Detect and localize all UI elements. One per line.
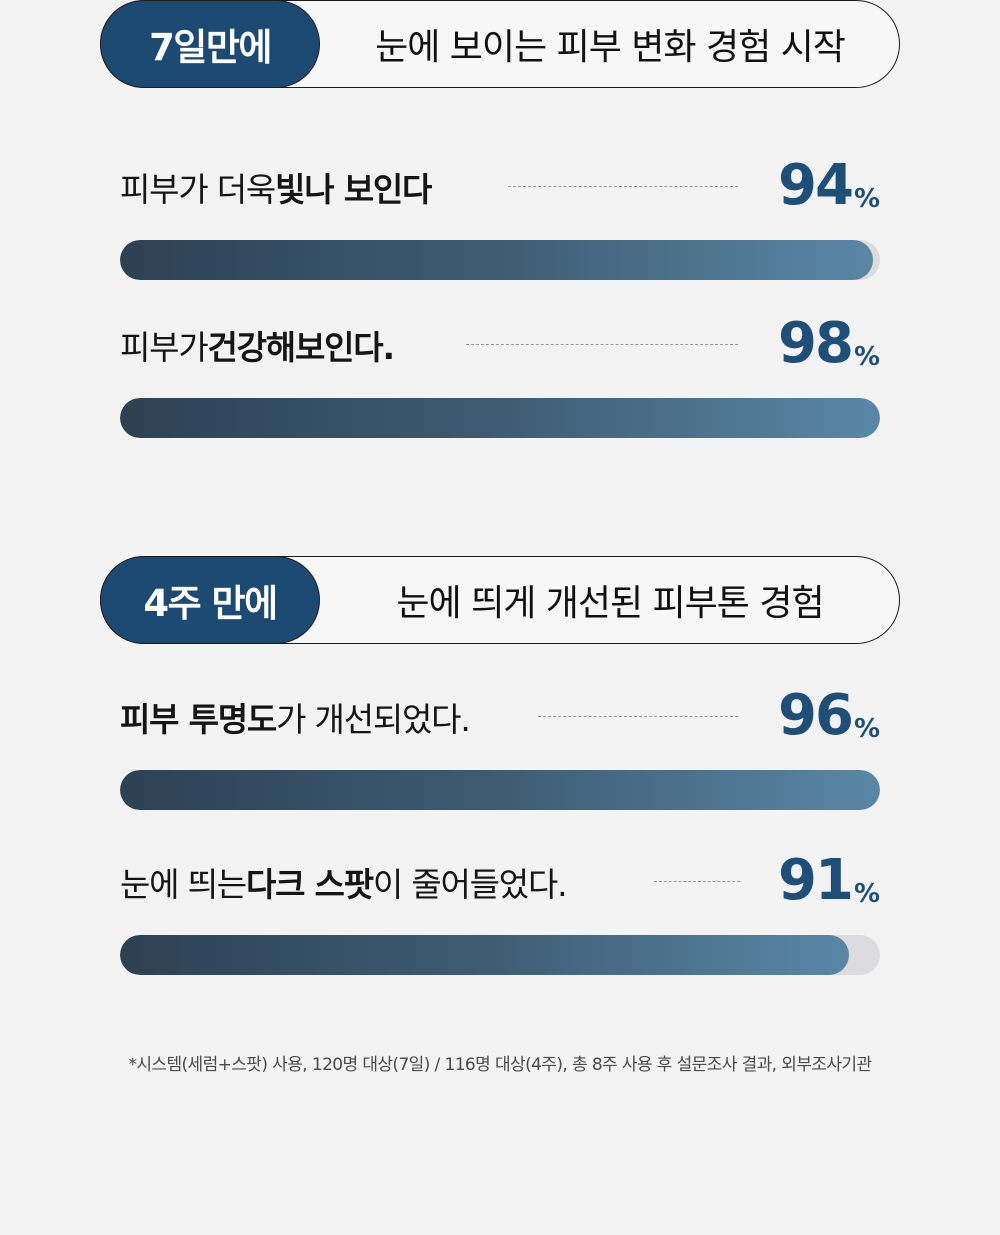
stat-label: 피부가 건강해보인다.: [120, 328, 395, 367]
survey-footnote: *시스템(세럼+스팟) 사용, 120명 대상(7일) / 116명 대상(4주…: [128, 1055, 872, 1075]
progress-bar: [120, 398, 880, 438]
stat-value: 94%: [778, 153, 880, 218]
stat-item: 피부가 더욱 빛나 보인다 94%: [120, 158, 880, 280]
dotted-leader: [654, 881, 740, 882]
stat-value: 96%: [778, 683, 880, 748]
stat-item: 눈에 띄는 다크 스팟 이 줄어들었다. 91%: [120, 853, 880, 975]
stat-item: 피부가 건강해보인다. 98%: [120, 316, 880, 438]
section-headline: 눈에 보이는 피부 변화 경험 시작: [375, 27, 846, 68]
stat-item: 피부 투명도 가 개선되었다. 96%: [120, 688, 880, 810]
progress-fill: [120, 770, 880, 810]
progress-bar: [120, 240, 880, 280]
section-headline: 눈에 띄게 개선된 피부톤 경험: [396, 583, 824, 624]
dotted-leader: [466, 344, 738, 345]
section-1-header: 7일만에 눈에 보이는 피부 변화 경험 시작: [100, 0, 900, 88]
stat-label: 피부가 더욱 빛나 보인다: [120, 170, 432, 209]
stat-value: 98%: [778, 311, 880, 376]
progress-fill: [120, 935, 849, 975]
stat-label: 눈에 띄는 다크 스팟 이 줄어들었다.: [120, 865, 568, 904]
progress-bar: [120, 770, 880, 810]
progress-bar: [120, 935, 880, 975]
progress-fill: [120, 398, 880, 438]
stat-label: 피부 투명도 가 개선되었다.: [120, 700, 471, 739]
section-2-header: 4주 만에 눈에 띄게 개선된 피부톤 경험: [100, 556, 900, 644]
progress-fill: [120, 240, 873, 280]
period-badge: 4주 만에: [100, 556, 320, 644]
dotted-leader: [538, 716, 738, 717]
dotted-leader: [508, 186, 738, 187]
stat-value: 91%: [778, 848, 880, 913]
period-badge: 7일만에: [100, 0, 320, 88]
